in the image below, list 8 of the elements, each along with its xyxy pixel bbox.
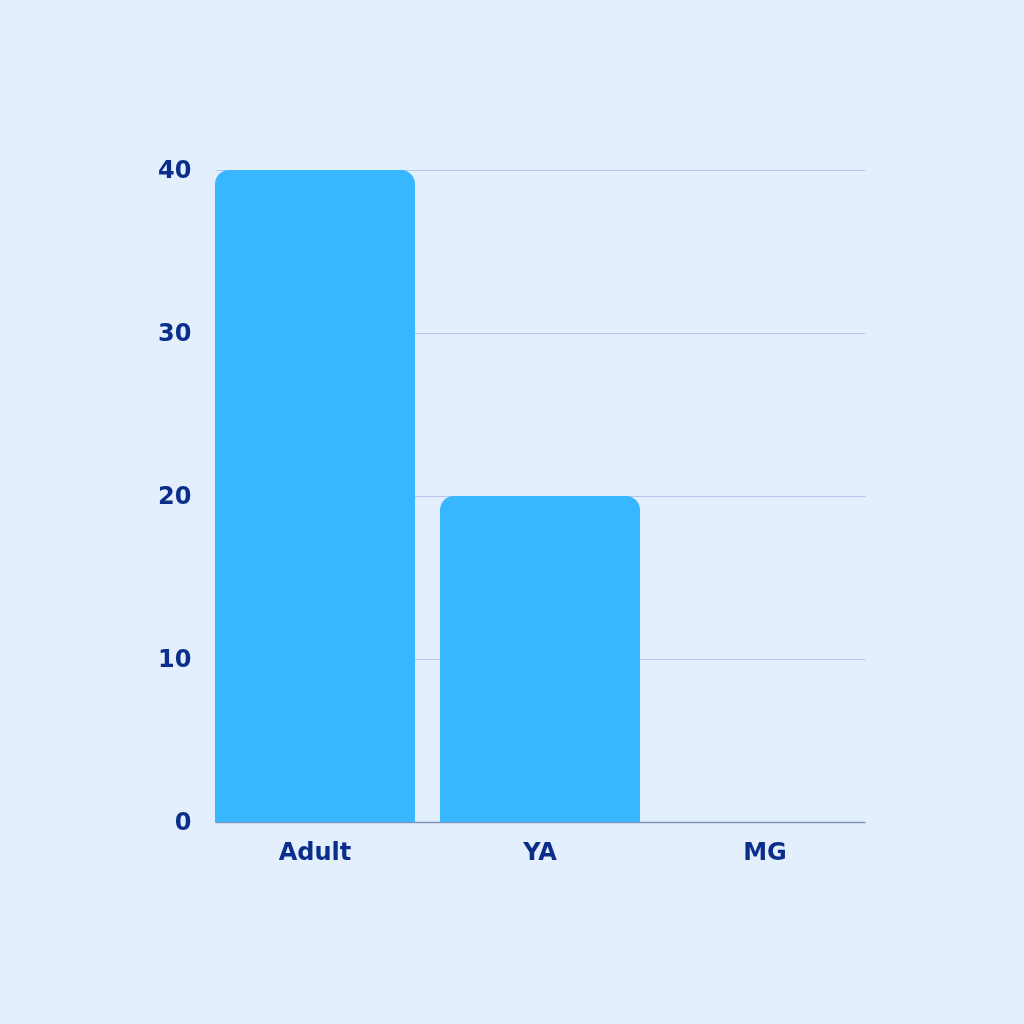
y-tick-label: 40 [158, 155, 192, 184]
x-tick-label: YA [522, 837, 558, 866]
x-tick-label: MG [743, 837, 787, 866]
y-tick-label: 10 [158, 644, 192, 673]
y-tick-label: 30 [158, 318, 192, 347]
x-tick-label: Adult [278, 837, 352, 866]
y-tick-label: 20 [158, 481, 192, 510]
y-tick-label: 0 [174, 807, 192, 836]
